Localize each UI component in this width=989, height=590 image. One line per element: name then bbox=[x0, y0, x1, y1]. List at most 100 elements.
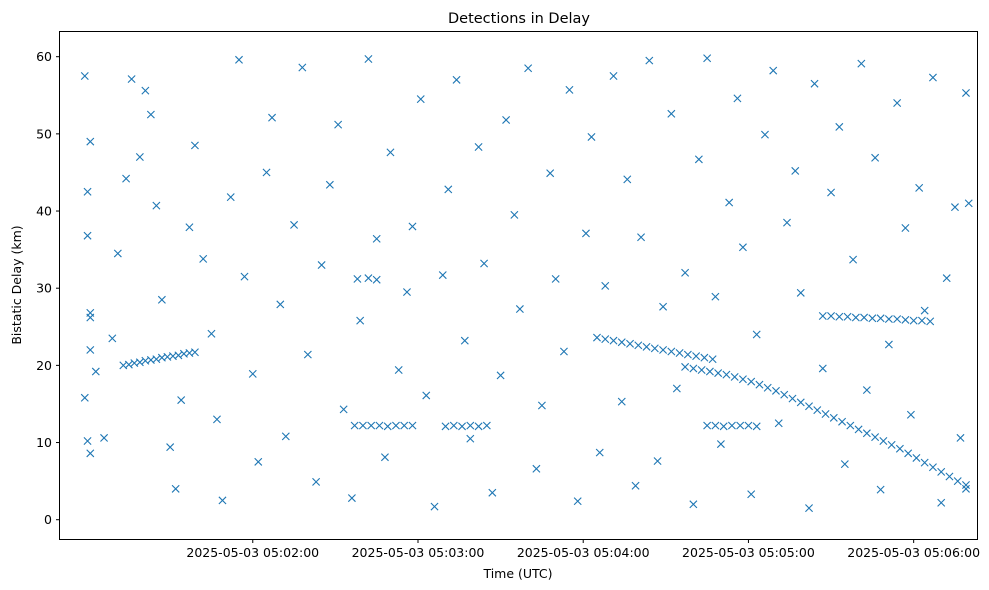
data-point bbox=[760, 130, 769, 139]
data-point bbox=[716, 440, 725, 449]
data-point bbox=[703, 54, 712, 63]
data-point bbox=[108, 334, 117, 343]
data-point bbox=[769, 66, 778, 75]
data-point bbox=[675, 349, 684, 358]
data-point bbox=[113, 249, 122, 258]
data-point bbox=[83, 187, 92, 196]
data-point bbox=[714, 369, 723, 378]
chart-title: Detections in Delay bbox=[448, 11, 590, 27]
y-tick-label: 10 bbox=[36, 435, 52, 450]
data-point bbox=[672, 384, 681, 393]
data-point bbox=[752, 422, 761, 431]
y-axis: 0 10 20 30 40 50 60 bbox=[36, 49, 60, 527]
x-tick-label: 2025-05-03 05:02:00 bbox=[186, 545, 319, 560]
data-point bbox=[391, 421, 400, 430]
data-point bbox=[738, 375, 747, 384]
data-point bbox=[375, 421, 384, 430]
data-point bbox=[240, 272, 249, 281]
data-point bbox=[659, 302, 668, 311]
data-point bbox=[950, 203, 959, 212]
data-point bbox=[127, 75, 136, 84]
data-point bbox=[796, 398, 805, 407]
data-point bbox=[719, 422, 728, 431]
data-point bbox=[871, 153, 880, 162]
data-point bbox=[736, 421, 745, 430]
data-point bbox=[697, 366, 706, 374]
data-point bbox=[835, 312, 844, 321]
data-point bbox=[692, 352, 701, 361]
x-tick-label: 2025-05-03 05:05:00 bbox=[682, 545, 815, 560]
data-point bbox=[805, 402, 814, 411]
data-point bbox=[177, 396, 186, 405]
data-point bbox=[364, 55, 373, 63]
data-point bbox=[755, 380, 764, 389]
data-point bbox=[942, 274, 951, 283]
data-point bbox=[683, 350, 692, 359]
data-point bbox=[857, 59, 866, 68]
data-points bbox=[80, 54, 973, 513]
data-point bbox=[818, 364, 827, 373]
data-point bbox=[617, 338, 626, 347]
data-point bbox=[394, 366, 403, 374]
data-point bbox=[86, 137, 95, 146]
data-point bbox=[928, 73, 937, 82]
data-point bbox=[124, 360, 133, 369]
data-point bbox=[851, 313, 860, 322]
data-point bbox=[174, 351, 183, 360]
data-point bbox=[920, 306, 929, 315]
data-point bbox=[791, 166, 800, 175]
data-point bbox=[559, 347, 568, 356]
data-point bbox=[928, 463, 937, 472]
data-point bbox=[488, 488, 497, 497]
data-point bbox=[915, 183, 924, 192]
data-point bbox=[347, 494, 356, 503]
data-point bbox=[438, 271, 447, 280]
data-point bbox=[248, 369, 257, 378]
data-point bbox=[937, 467, 946, 476]
data-point bbox=[738, 243, 747, 252]
y-tick-label: 30 bbox=[36, 281, 52, 296]
data-point bbox=[906, 410, 915, 419]
data-point bbox=[367, 421, 376, 430]
data-point bbox=[466, 421, 475, 430]
data-point bbox=[408, 421, 417, 430]
data-point bbox=[829, 413, 838, 422]
data-point bbox=[537, 401, 546, 410]
data-point bbox=[474, 422, 483, 431]
data-point bbox=[705, 367, 714, 376]
data-point bbox=[452, 75, 461, 84]
data-point bbox=[312, 477, 321, 486]
data-point bbox=[546, 169, 555, 178]
data-point bbox=[581, 229, 590, 238]
data-point bbox=[122, 174, 131, 183]
data-point bbox=[254, 457, 263, 466]
data-point bbox=[609, 71, 618, 80]
data-point bbox=[100, 433, 109, 442]
data-point bbox=[813, 406, 822, 415]
data-point bbox=[901, 315, 910, 324]
data-point bbox=[667, 347, 676, 356]
data-point bbox=[961, 480, 970, 489]
data-point bbox=[609, 336, 618, 345]
data-point bbox=[711, 292, 720, 301]
data-point bbox=[532, 464, 541, 473]
y-tick-label: 60 bbox=[36, 49, 52, 64]
data-point bbox=[617, 397, 626, 406]
data-point bbox=[711, 421, 720, 430]
data-point bbox=[895, 444, 904, 453]
data-point bbox=[372, 234, 381, 243]
x-tick-label: 2025-05-03 05:06:00 bbox=[847, 545, 980, 560]
data-point bbox=[515, 305, 524, 314]
data-point bbox=[83, 437, 92, 445]
data-point bbox=[904, 449, 913, 458]
data-point bbox=[268, 113, 277, 122]
data-point bbox=[876, 314, 885, 323]
data-point bbox=[303, 350, 312, 359]
plot-frame bbox=[59, 31, 978, 540]
data-point bbox=[592, 333, 601, 342]
data-point bbox=[402, 288, 411, 297]
data-point bbox=[325, 180, 334, 189]
data-point bbox=[141, 86, 150, 95]
data-point bbox=[722, 370, 731, 379]
data-point bbox=[945, 472, 954, 481]
